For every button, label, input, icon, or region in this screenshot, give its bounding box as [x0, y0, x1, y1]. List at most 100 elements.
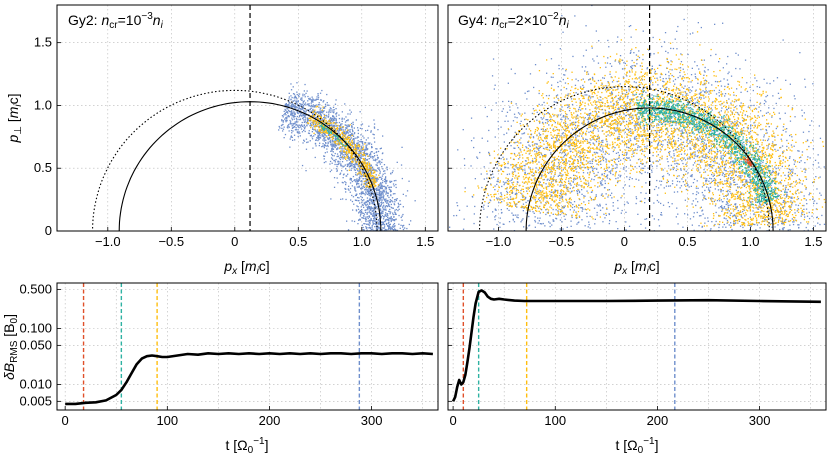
scatter-point [341, 117, 343, 119]
scatter-point [581, 135, 583, 137]
scatter-point [330, 144, 332, 146]
scatter-point [635, 196, 637, 198]
scatter-point [698, 93, 700, 95]
scatter-point [339, 163, 342, 165]
scatter-point [610, 76, 612, 78]
scatter-point [545, 209, 547, 211]
scatter-point [590, 197, 592, 200]
scatter-point [358, 165, 360, 167]
scatter-point [539, 181, 541, 183]
scatter-point [354, 194, 357, 197]
scatter-point [756, 224, 759, 226]
scatter-point [500, 198, 502, 200]
scatter-point [500, 194, 503, 196]
scatter-point [305, 114, 307, 116]
scatter-point [291, 119, 293, 121]
scatter-point [325, 114, 327, 116]
scatter-point [587, 120, 590, 122]
scatter-point [342, 126, 345, 128]
scatter-point [343, 131, 346, 134]
scatter-point [375, 223, 377, 226]
scatter-point [673, 167, 675, 169]
scatter-point [566, 113, 568, 116]
scatter-point [367, 163, 369, 165]
scatter-point [339, 158, 342, 161]
panel-gy2-momentum: −1.0 −0.5 0 0.5 1.0 1.500.51.01.5 Gy2: ncr=10… [5, 4, 439, 277]
scatter-point [608, 213, 610, 216]
scatter-point [362, 135, 364, 137]
scatter-point [619, 63, 621, 65]
scatter-point [370, 156, 372, 159]
scatter-point [351, 200, 354, 203]
scatter-point [531, 112, 534, 115]
scatter-point [550, 191, 552, 193]
scatter-point [696, 191, 698, 193]
scatter-point [353, 220, 356, 223]
scatter-point [772, 180, 774, 183]
scatter-point [339, 151, 341, 153]
scatter-point [579, 132, 581, 134]
scatter-point [526, 227, 528, 229]
scatter-point [794, 116, 796, 118]
scatter-point [731, 172, 733, 174]
scatter-point [774, 196, 776, 198]
scatter-point [363, 165, 365, 168]
scatter-point [318, 144, 320, 147]
scatter-point [704, 157, 706, 159]
scatter-point [291, 106, 293, 108]
scatter-point [358, 212, 360, 214]
scatter-point [378, 167, 380, 169]
scatter-point [675, 122, 677, 124]
scatter-point [361, 175, 364, 177]
scatter-point [802, 131, 805, 133]
scatter-point [679, 89, 681, 91]
scatter-point [648, 49, 650, 51]
scatter-point [384, 228, 386, 231]
scatter-point [375, 223, 377, 225]
scatter-point [313, 99, 315, 101]
scatter-point [324, 152, 326, 154]
scatter-point [711, 180, 713, 182]
scatter-point [367, 203, 369, 205]
scatter-point [389, 217, 391, 219]
scatter-point [368, 168, 370, 170]
scatter-point [358, 172, 360, 174]
scatter-point [351, 159, 354, 161]
scatter-point [372, 223, 374, 226]
scatter-point [369, 195, 372, 197]
scatter-point [639, 65, 642, 67]
scatter-point [373, 127, 376, 129]
scatter-point [766, 94, 769, 97]
scatter-point [720, 139, 722, 141]
scatter-point [619, 55, 622, 57]
scatter-point [333, 159, 335, 162]
scatter-point [290, 112, 293, 114]
scatter-point [660, 214, 662, 216]
scatter-point [318, 120, 321, 122]
scatter-point [343, 130, 345, 133]
scatter-point [375, 198, 377, 200]
scatter-point [343, 118, 345, 120]
scatter-point [700, 176, 702, 178]
scatter-point [809, 192, 811, 194]
scatter-point [774, 189, 776, 191]
scatter-point [574, 15, 576, 17]
scatter-point [342, 198, 344, 200]
scatter-point [674, 78, 677, 81]
scatter-point [771, 116, 773, 118]
scatter-point [771, 187, 773, 189]
scatter-point [385, 215, 387, 217]
scatter-point [749, 99, 751, 101]
scatter-point [392, 226, 394, 228]
scatter-point [631, 122, 634, 124]
scatter-point [573, 186, 575, 188]
scatter-point [358, 185, 360, 187]
scatter-point [391, 180, 393, 183]
scatter-point [325, 119, 327, 122]
scatter-point [731, 170, 733, 172]
scatter-point [635, 135, 637, 138]
scatter-point [353, 160, 355, 162]
scatter-point [638, 146, 641, 148]
scatter-point [289, 102, 291, 104]
scatter-point [381, 229, 383, 231]
